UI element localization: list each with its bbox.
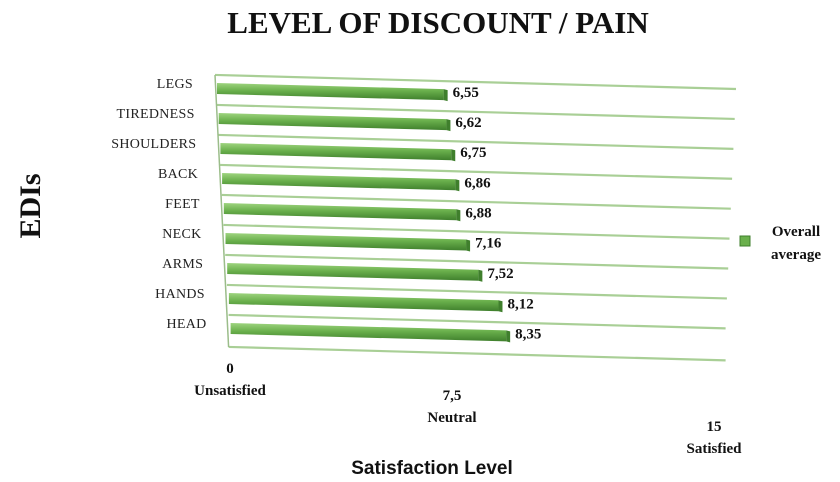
- bars: [217, 83, 511, 343]
- grid-line: [214, 73, 737, 91]
- bar-end-cap: [466, 239, 471, 252]
- category-label: SHOULDERS: [111, 137, 196, 152]
- x-tick-label: 15: [707, 419, 722, 435]
- bar-head: [230, 323, 507, 342]
- category-label: HANDS: [155, 287, 205, 302]
- x-tick-sublabel: Neutral: [427, 410, 476, 426]
- grid-line: [218, 133, 734, 150]
- legend-label: average: [771, 247, 821, 263]
- category-label: ARMS: [162, 257, 203, 272]
- grid-line: [226, 283, 727, 300]
- category-label: LEGS: [157, 77, 193, 92]
- legend-label: Overall: [772, 224, 820, 240]
- legend-swatch: [739, 235, 751, 247]
- x-axis-title: Satisfaction Level: [351, 458, 513, 479]
- legend: Overall average: [739, 224, 821, 263]
- grid-line: [220, 163, 733, 180]
- value-label: 8,12: [507, 296, 533, 312]
- value-label: 6,88: [465, 205, 491, 221]
- value-label: 7,52: [487, 266, 513, 282]
- bar-neck: [225, 233, 467, 251]
- grid-line: [221, 193, 731, 210]
- grid-line: [228, 313, 726, 330]
- x-tick-label: 7,5: [443, 388, 462, 404]
- y-axis-line: [214, 74, 230, 348]
- category-label: BACK: [158, 167, 198, 182]
- bar-feet: [223, 203, 457, 221]
- bar-end-cap: [446, 119, 451, 132]
- value-label: 6,86: [464, 175, 491, 191]
- category-label: FEET: [165, 197, 200, 212]
- y-axis-title: EDIs: [14, 173, 47, 238]
- bar-hands: [228, 293, 499, 312]
- grid-line: [228, 345, 726, 362]
- category-label: TIREDNESS: [117, 107, 195, 122]
- bar-legs: [217, 83, 444, 101]
- labels: LEGS 6,55 TIREDNESS 6,62 SHOULDERS 6,75 BACK 6,…: [111, 77, 742, 457]
- value-label: 8,35: [515, 326, 541, 342]
- grid-lines: [214, 73, 737, 362]
- bar-arms: [227, 263, 479, 281]
- x-tick-sublabel: Unsatisfied: [194, 383, 266, 399]
- bar-end-cap: [456, 209, 461, 222]
- category-label: HEAD: [167, 317, 207, 332]
- grid-line: [225, 253, 729, 270]
- bar-end-cap: [498, 300, 503, 313]
- value-label: 6,55: [453, 85, 479, 101]
- bar-tiredness: [218, 113, 447, 131]
- bar-end-cap: [506, 330, 511, 343]
- category-label: NECK: [162, 227, 201, 242]
- bar-end-cap: [451, 149, 456, 162]
- bar-end-cap: [443, 89, 448, 102]
- bar-end-cap: [455, 179, 460, 192]
- value-label: 7,16: [475, 235, 502, 251]
- bar-back: [222, 173, 456, 191]
- x-tick-sublabel: Satisfied: [686, 441, 742, 457]
- value-label: 6,62: [455, 115, 481, 131]
- value-label: 6,75: [460, 145, 486, 161]
- grid-line: [216, 103, 735, 121]
- bar-end-cap: [478, 269, 483, 282]
- grid-line: [223, 223, 730, 240]
- bar-shoulders: [220, 143, 452, 161]
- chart-title: LEVEL OF DISCOUNT / PAIN: [227, 5, 648, 40]
- x-tick-label: 0: [226, 361, 234, 377]
